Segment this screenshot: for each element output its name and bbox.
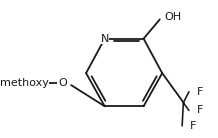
Text: O: O	[58, 78, 67, 88]
Text: OH: OH	[165, 12, 182, 22]
Text: methoxy: methoxy	[0, 78, 49, 88]
Text: F: F	[190, 121, 196, 131]
Text: F: F	[197, 87, 204, 97]
Text: F: F	[197, 105, 204, 115]
Text: N: N	[100, 34, 109, 44]
